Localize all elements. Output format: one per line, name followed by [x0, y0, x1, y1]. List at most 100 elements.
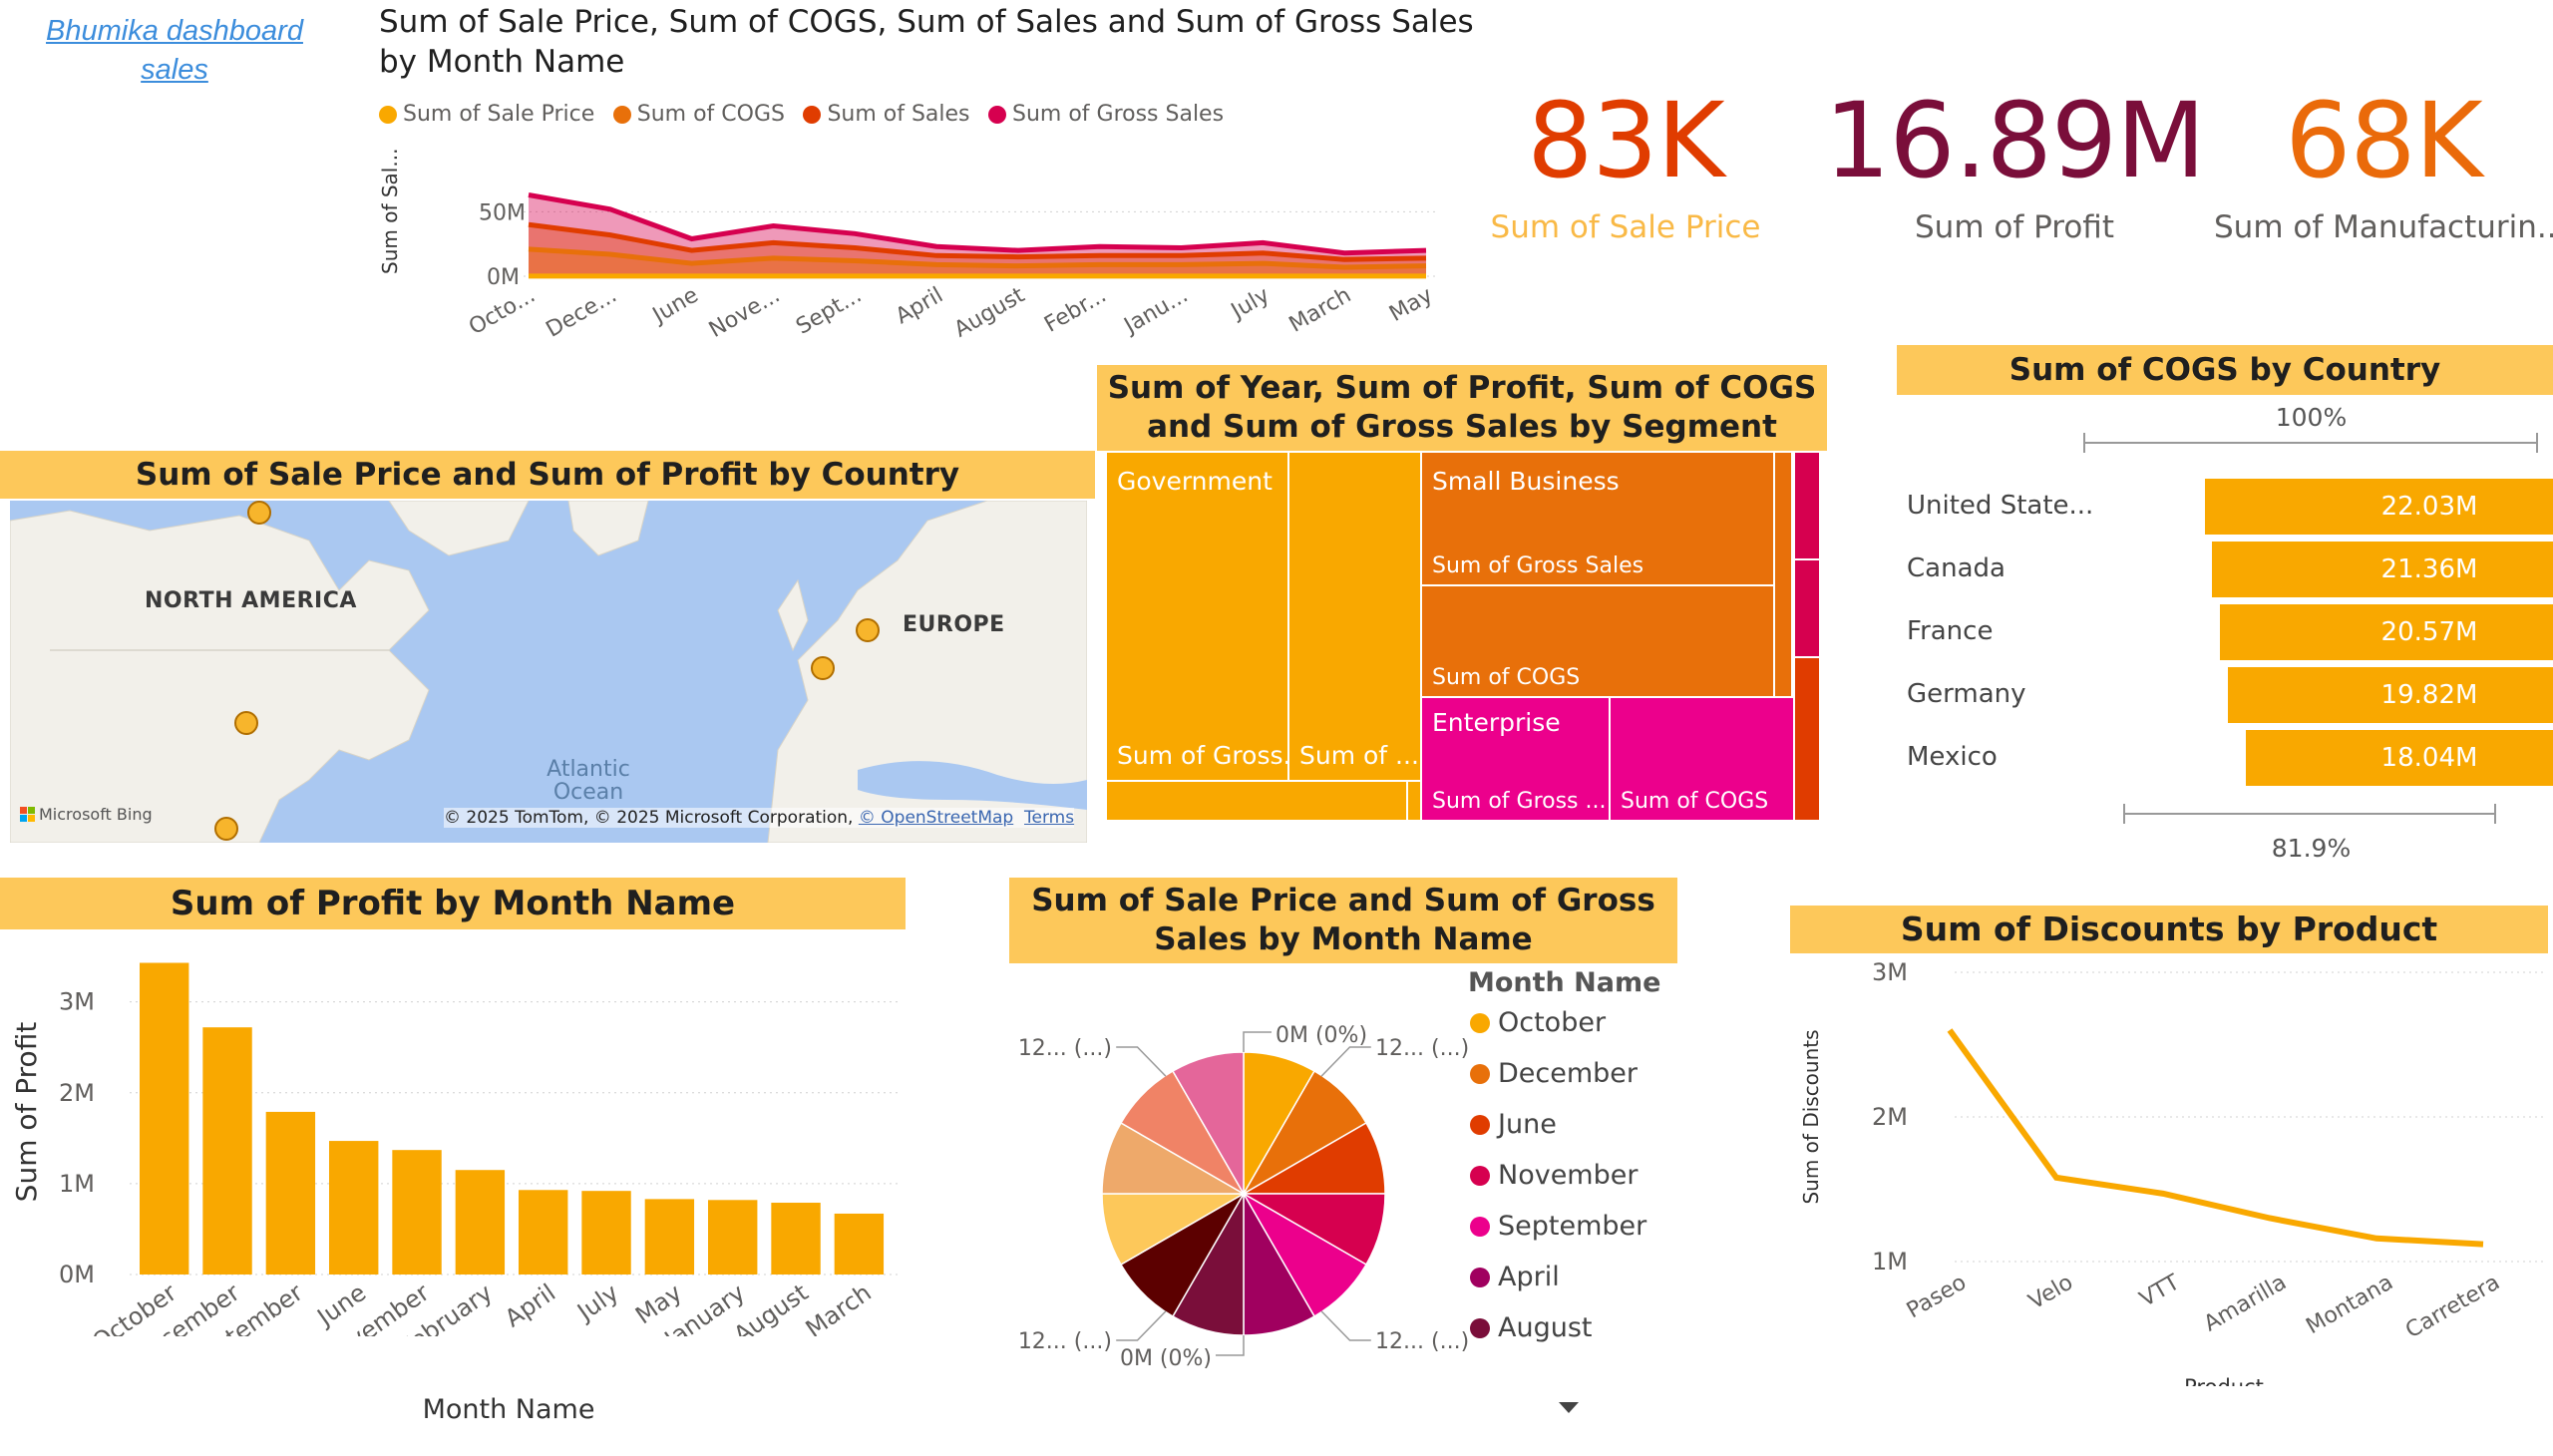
- legend-swatch: [1470, 1114, 1490, 1135]
- funnel-chart[interactable]: United State... 22.03M Canada 21.36M France 2…: [1895, 469, 2553, 798]
- bar: [140, 962, 189, 1274]
- bar: [708, 1200, 758, 1274]
- funnel-bar-value: 22.03M: [2380, 492, 2478, 522]
- treemap-other-1[interactable]: [1793, 451, 1821, 560]
- series-line: [1947, 1028, 2484, 1248]
- funnel-bar-value: 20.57M: [2380, 617, 2478, 647]
- map-bubble-germany[interactable]: [856, 618, 880, 642]
- terms-link[interactable]: Terms: [1024, 808, 1075, 828]
- legend-item[interactable]: Sum of Sales: [803, 102, 970, 127]
- map-canvas[interactable]: NORTH AMERICA EUROPE Atlantic Ocean Micr…: [10, 501, 1087, 843]
- map-label-north-america: NORTH AMERICA: [145, 588, 357, 613]
- chevron-down-icon[interactable]: [1559, 1402, 1579, 1413]
- treemap-small-business-other[interactable]: [1773, 451, 1793, 698]
- line-chart-title: Sum of Discounts by Product: [1790, 906, 2548, 953]
- map-bubble-mexico[interactable]: [214, 817, 238, 841]
- funnel-top-pct: 100%: [2275, 403, 2348, 432]
- x-tick-label: Carretera: [2401, 1271, 2504, 1344]
- legend-swatch: [1470, 1012, 1490, 1033]
- pie-chart[interactable]: 0M (0%) 12... (...) 12... (...) 12... (...)…: [1007, 1007, 1476, 1386]
- x-tick-label: June: [647, 283, 703, 330]
- map-label-europe: EUROPE: [903, 612, 1005, 637]
- map-bubble-canada[interactable]: [247, 501, 271, 525]
- series-line: [528, 246, 1427, 270]
- legend-item[interactable]: August: [1470, 1312, 1593, 1343]
- funnel-bar[interactable]: 18.04M: [2245, 730, 2553, 786]
- x-tick-label: VTT: [2136, 1270, 2185, 1312]
- map-label-ocean: Atlantic Ocean: [547, 757, 630, 806]
- x-tick-label: Velo: [2024, 1271, 2077, 1315]
- x-tick-label: July: [570, 1278, 623, 1327]
- funnel-country-label: Mexico: [1907, 742, 1998, 772]
- treemap[interactable]: Government Sum of Gross... Sum of ... Sm…: [1105, 451, 1821, 822]
- kpi-sale-price-label: Sum of Sale Price: [1490, 209, 1761, 245]
- x-tick-label: April: [500, 1278, 560, 1332]
- legend-item[interactable]: Sum of COGS: [612, 102, 785, 127]
- copyright-text: © 2025 TomTom, © 2025 Microsoft Corporat…: [444, 808, 854, 828]
- x-tick-label: Montana: [2302, 1271, 2397, 1340]
- data-label: 0M (0%): [1120, 1346, 1212, 1371]
- legend-item[interactable]: Sum of Sale Price: [379, 102, 594, 127]
- funnel-bar[interactable]: 21.36M: [2211, 542, 2553, 597]
- bar: [519, 1190, 568, 1274]
- area-chart[interactable]: 50M 0M Sum of Sal... Octo... Dece... June Nove…: [369, 150, 1466, 354]
- area-chart-title: Sum of Sale Price, Sum of COGS, Sum of S…: [379, 2, 1476, 83]
- pie-slice: [1171, 1051, 1245, 1197]
- funnel-country-label: Canada: [1907, 553, 2006, 583]
- treemap-label: Enterprise: [1432, 708, 1561, 737]
- treemap-government-gross[interactable]: Government Sum of Gross...: [1105, 451, 1289, 782]
- bar: [834, 1213, 885, 1274]
- legend-item[interactable]: September: [1470, 1211, 1646, 1242]
- treemap-enterprise-cogs[interactable]: Sum of COGS: [1609, 696, 1795, 822]
- treemap-small-business-cogs[interactable]: Sum of COGS: [1420, 584, 1775, 698]
- treemap-label: Sum of Gross Sales: [1432, 553, 1644, 578]
- map-bubble-france[interactable]: [811, 656, 835, 680]
- osm-link[interactable]: © OpenStreetMap: [858, 808, 1014, 828]
- x-tick-label: March: [1285, 283, 1356, 338]
- legend-item[interactable]: June: [1470, 1109, 1557, 1140]
- x-tick-label: Paseo: [1903, 1271, 1971, 1324]
- y-tick-label: 50M: [479, 200, 526, 225]
- north-america-land: [10, 510, 430, 843]
- funnel-bar[interactable]: 19.82M: [2227, 667, 2553, 723]
- legend-label: Sum of Sale Price: [403, 102, 595, 127]
- map-title: Sum of Sale Price and Sum of Profit by C…: [0, 451, 1095, 499]
- legend-label: April: [1498, 1262, 1560, 1292]
- dashboard-title-link[interactable]: Bhumika dashboard sales: [46, 15, 303, 87]
- legend-item[interactable]: April: [1470, 1262, 1560, 1292]
- treemap-enterprise-gross[interactable]: Enterprise Sum of Gross ...: [1420, 696, 1611, 822]
- y-tick-label: 3M: [59, 988, 95, 1016]
- x-tick-label: Janu...: [1119, 283, 1193, 340]
- funnel-bar[interactable]: 22.03M: [2205, 479, 2553, 535]
- funnel-bar[interactable]: 20.57M: [2219, 604, 2553, 660]
- bar: [455, 1170, 506, 1274]
- legend-swatch: [1470, 1267, 1490, 1287]
- legend-item[interactable]: Sum of Gross Sales: [987, 102, 1224, 127]
- treemap-other-2[interactable]: [1793, 558, 1821, 658]
- map-bubble-united-states[interactable]: [234, 711, 258, 735]
- bar-chart-title: Sum of Profit by Month Name: [0, 878, 906, 929]
- legend-swatch: [1470, 1317, 1490, 1338]
- treemap-small-business-gross[interactable]: Small Business Sum of Gross Sales: [1420, 451, 1775, 586]
- line-chart[interactable]: 3M 2M 1M Sum of Discounts Paseo Velo VTT Amaril…: [1785, 957, 2553, 1386]
- funnel-bar-value: 21.36M: [2380, 554, 2478, 584]
- x-tick-label: May: [1385, 283, 1437, 327]
- treemap-label: Sum of COGS: [1621, 789, 1769, 814]
- legend-label: August: [1498, 1312, 1593, 1343]
- legend-label: October: [1498, 1007, 1607, 1038]
- legend-item[interactable]: October: [1470, 1007, 1606, 1038]
- kpi-sale-price-value: 83K: [1527, 80, 1725, 201]
- callout-line: [1116, 1310, 1167, 1341]
- treemap-government-sum[interactable]: Sum of ...: [1287, 451, 1422, 782]
- series-line: [528, 221, 1427, 262]
- treemap-other-3[interactable]: [1793, 656, 1821, 822]
- legend-item[interactable]: December: [1470, 1058, 1638, 1089]
- kpi-manufacturing-value: 68K: [2285, 80, 2483, 201]
- treemap-government-other[interactable]: [1105, 780, 1408, 822]
- legend-item[interactable]: November: [1470, 1160, 1638, 1191]
- y-tick-label: 2M: [59, 1079, 95, 1107]
- legend-swatch: [379, 105, 397, 124]
- legend-label: Sum of Sales: [827, 102, 970, 127]
- legend-label: November: [1498, 1160, 1639, 1191]
